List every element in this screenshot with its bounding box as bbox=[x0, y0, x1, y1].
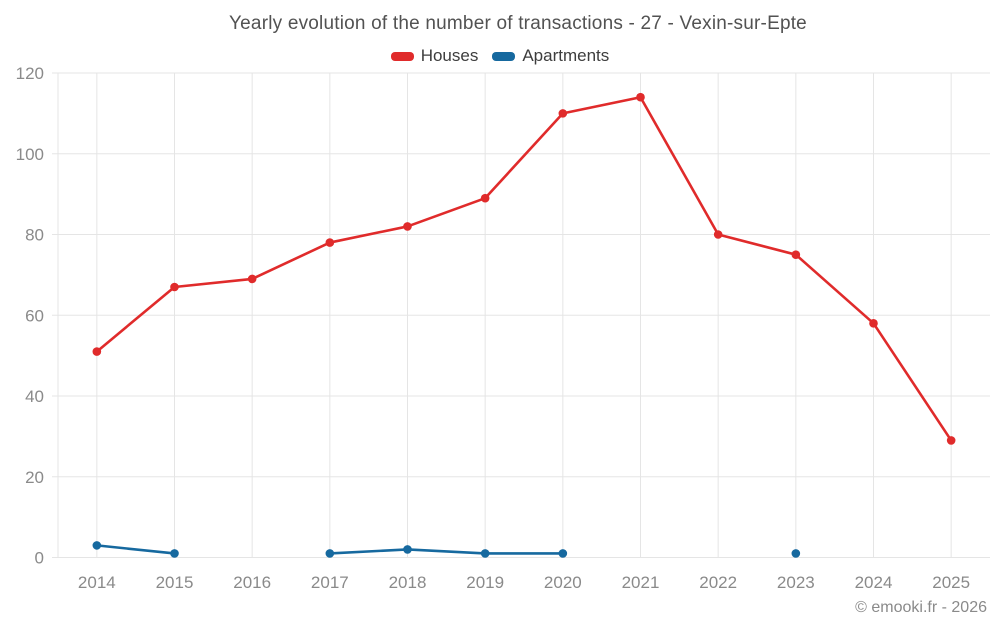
series-line-houses bbox=[175, 279, 253, 287]
y-tick-label-40: 40 bbox=[25, 387, 44, 406]
series-line-apartments bbox=[97, 545, 175, 553]
y-tick-label-100: 100 bbox=[16, 145, 44, 164]
data-point-apartments-2017 bbox=[326, 549, 335, 558]
data-point-apartments-2015 bbox=[170, 549, 179, 558]
data-point-apartments-2020 bbox=[559, 549, 568, 558]
series-line-houses bbox=[641, 97, 719, 234]
data-point-houses-2024 bbox=[869, 319, 878, 328]
x-tick-label-2017: 2017 bbox=[311, 573, 349, 592]
x-tick-label-2020: 2020 bbox=[544, 573, 582, 592]
data-point-houses-2020 bbox=[559, 109, 568, 118]
data-point-houses-2025 bbox=[947, 436, 956, 445]
x-tick-label-2014: 2014 bbox=[78, 573, 116, 592]
x-tick-label-2022: 2022 bbox=[699, 573, 737, 592]
y-tick-label-60: 60 bbox=[25, 306, 44, 325]
data-point-houses-2021 bbox=[636, 93, 645, 102]
series-line-houses bbox=[408, 198, 486, 226]
transactions-line-chart: Yearly evolution of the number of transa… bbox=[0, 0, 1000, 625]
data-point-apartments-2014 bbox=[93, 541, 102, 550]
data-point-houses-2018 bbox=[403, 222, 412, 231]
x-tick-label-2024: 2024 bbox=[855, 573, 893, 592]
series-line-houses bbox=[718, 235, 796, 255]
series-line-houses bbox=[563, 97, 641, 113]
series-line-houses bbox=[485, 113, 563, 198]
series-line-houses bbox=[874, 323, 952, 440]
data-point-houses-2022 bbox=[714, 230, 723, 239]
x-tick-label-2018: 2018 bbox=[389, 573, 427, 592]
series-line-houses bbox=[796, 255, 874, 324]
line-chart-canvas: 0 20 40 60 80 100 120 2014 2015 2016 2017 2018 2019 2… bbox=[0, 0, 1000, 625]
data-point-houses-2014 bbox=[93, 347, 102, 356]
y-tick-label-0: 0 bbox=[35, 549, 44, 568]
data-point-houses-2017 bbox=[326, 238, 335, 247]
series-line-houses bbox=[252, 243, 330, 279]
x-tick-label-2021: 2021 bbox=[622, 573, 660, 592]
copyright-watermark: © emooki.fr - 2026 bbox=[855, 599, 987, 617]
series-line-apartments bbox=[408, 549, 486, 553]
x-tick-label-2019: 2019 bbox=[466, 573, 504, 592]
data-point-houses-2016 bbox=[248, 275, 257, 284]
y-tick-label-80: 80 bbox=[25, 226, 44, 245]
x-tick-label-2023: 2023 bbox=[777, 573, 815, 592]
data-point-houses-2023 bbox=[792, 250, 801, 259]
series-line-houses bbox=[97, 287, 175, 352]
y-tick-label-20: 20 bbox=[25, 468, 44, 487]
y-tick-label-120: 120 bbox=[16, 64, 44, 83]
data-point-houses-2015 bbox=[170, 283, 179, 292]
data-point-apartments-2023 bbox=[792, 549, 801, 558]
x-tick-label-2015: 2015 bbox=[156, 573, 194, 592]
series-line-apartments bbox=[330, 549, 408, 553]
x-tick-label-2025: 2025 bbox=[932, 573, 970, 592]
x-tick-label-2016: 2016 bbox=[233, 573, 271, 592]
data-point-apartments-2018 bbox=[403, 545, 412, 554]
data-point-apartments-2019 bbox=[481, 549, 490, 558]
data-point-houses-2019 bbox=[481, 194, 490, 203]
